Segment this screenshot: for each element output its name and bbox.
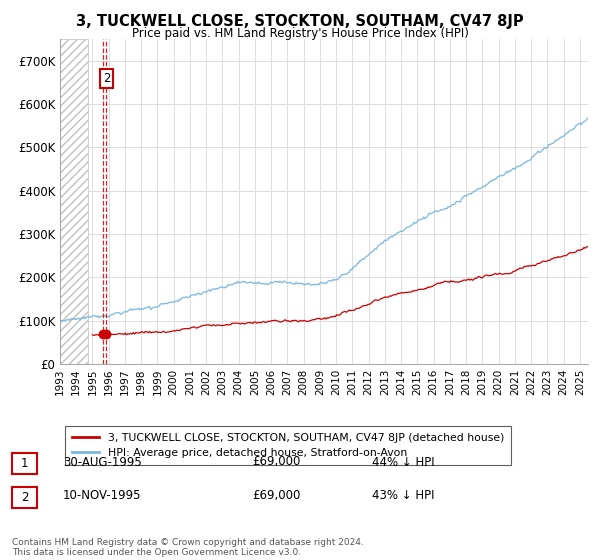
Text: 44% ↓ HPI: 44% ↓ HPI [372,455,434,469]
Point [101,330,111,339]
Text: 2: 2 [21,491,28,504]
Text: Price paid vs. HM Land Registry's House Price Index (HPI): Price paid vs. HM Land Registry's House … [131,27,469,40]
Text: 1: 1 [21,457,28,470]
Text: 43% ↓ HPI: 43% ↓ HPI [372,489,434,502]
Text: 2: 2 [103,72,110,85]
Point [98,330,108,339]
Text: 10-NOV-1995: 10-NOV-1995 [63,489,142,502]
Text: 3, TUCKWELL CLOSE, STOCKTON, SOUTHAM, CV47 8JP: 3, TUCKWELL CLOSE, STOCKTON, SOUTHAM, CV… [76,14,524,29]
Text: 30-AUG-1995: 30-AUG-1995 [63,455,142,469]
Text: £69,000: £69,000 [252,489,301,502]
Text: Contains HM Land Registry data © Crown copyright and database right 2024.
This d: Contains HM Land Registry data © Crown c… [12,538,364,557]
Legend: 3, TUCKWELL CLOSE, STOCKTON, SOUTHAM, CV47 8JP (detached house), HPI: Average pr: 3, TUCKWELL CLOSE, STOCKTON, SOUTHAM, CV… [65,426,511,465]
Text: £69,000: £69,000 [252,455,301,469]
Bar [60,39,88,364]
